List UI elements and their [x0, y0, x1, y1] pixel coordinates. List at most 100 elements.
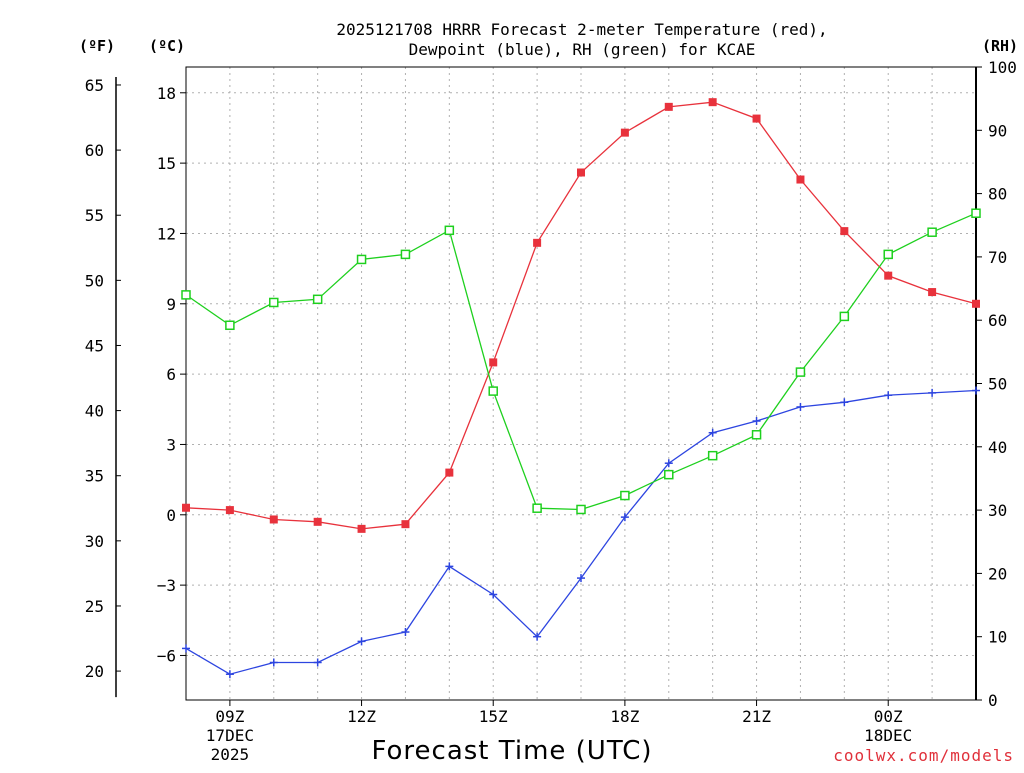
temperature-point: [620, 128, 629, 137]
dewpoint-point: [972, 386, 980, 395]
dewpoint-point: [357, 637, 366, 646]
temperature-point: [182, 503, 190, 512]
temperature-point: [884, 271, 893, 280]
fahrenheit-tick-label: 60: [85, 141, 104, 160]
x-tick-label: 21Z: [742, 707, 771, 726]
dewpoint-point: [489, 590, 498, 599]
celsius-tick-label: 12: [157, 224, 176, 243]
credit-label: coolwx.com/models: [833, 746, 1014, 765]
rh-point: [488, 386, 498, 396]
rh-point: [312, 294, 323, 305]
fahrenheit-unit-label: (ºF): [79, 37, 115, 55]
x-tick-label: 18Z: [610, 707, 639, 726]
celsius-tick-label: 3: [166, 435, 176, 454]
rh-tick-label: 50: [988, 375, 1007, 394]
rh-point: [751, 430, 762, 440]
rh-point: [795, 367, 806, 377]
fahrenheit-tick-label: 40: [85, 402, 104, 421]
rh-tick-label: 60: [988, 311, 1007, 330]
x-tick-label: 17DEC: [206, 726, 254, 745]
temperature-point: [752, 114, 761, 123]
celsius-tick-label: 18: [157, 84, 176, 103]
chart-title-line-1: 2025121708 HRRR Forecast 2-meter Tempera…: [336, 20, 827, 39]
rh-tick-label: 20: [988, 564, 1007, 583]
rh-tick-label: 70: [988, 248, 1007, 267]
series-layer: [181, 98, 981, 679]
rh-tick-label: 0: [988, 691, 998, 710]
temperature-point: [445, 468, 454, 477]
rh-point: [576, 504, 586, 515]
rh-point: [356, 254, 367, 265]
dewpoint-point: [884, 391, 893, 400]
temperature-point: [225, 506, 234, 515]
celsius-tick-label: 0: [166, 506, 176, 525]
dewpoint-point: [401, 628, 410, 637]
grid-layer: [186, 67, 976, 700]
dewpoint-point: [445, 562, 454, 571]
rh-point: [225, 320, 235, 331]
fahrenheit-tick-label: 50: [85, 271, 104, 290]
rh-point: [400, 249, 411, 260]
rh-unit-label: (RH): [982, 37, 1018, 55]
temperature-point: [401, 520, 410, 529]
temperature-point: [972, 299, 980, 308]
dewpoint-point: [182, 644, 190, 653]
rh-point: [927, 227, 937, 237]
fahrenheit-tick-label: 30: [85, 532, 104, 551]
dewpoint-point: [225, 670, 234, 679]
celsius-tick-label: −3: [157, 576, 176, 595]
rh-point: [181, 290, 191, 300]
fahrenheit-tick-label: 65: [85, 76, 104, 95]
temperature-point: [840, 227, 849, 236]
fahrenheit-tick-label: 25: [85, 597, 104, 616]
temperature-point: [313, 517, 322, 526]
fahrenheit-tick-label: 45: [85, 336, 104, 355]
fahrenheit-tick-label: 55: [85, 206, 104, 225]
axes-layer: 1815129630−3−665605550454035302520100908…: [85, 58, 1017, 764]
dewpoint-point: [533, 632, 542, 641]
dewpoint-point: [840, 398, 849, 407]
temperature-point: [489, 358, 498, 367]
x-tick-label: 09Z: [215, 707, 244, 726]
rh-tick-label: 40: [988, 438, 1007, 457]
temperature-point: [664, 102, 673, 111]
fahrenheit-tick-label: 35: [85, 467, 104, 486]
chart-title-line-2: Dewpoint (blue), RH (green) for KCAE: [409, 40, 756, 59]
rh-point: [971, 208, 981, 218]
x-tick-label: 00Z: [874, 707, 903, 726]
rh-point: [664, 469, 674, 480]
celsius-unit-label: (ºC): [149, 37, 185, 55]
rh-point: [620, 490, 630, 501]
rh-point: [532, 503, 542, 513]
rh-tick-label: 90: [988, 121, 1007, 140]
rh-point: [883, 249, 893, 260]
temperature-point: [533, 238, 542, 247]
rh-point: [707, 450, 718, 461]
rh-tick-label: 100: [988, 58, 1017, 77]
fahrenheit-tick-label: 20: [85, 662, 104, 681]
plot-frame: [185, 66, 977, 701]
dewpoint-point: [752, 417, 761, 426]
dewpoint-point: [664, 459, 673, 468]
dewpoint-point: [620, 513, 629, 522]
celsius-tick-label: −6: [157, 646, 176, 665]
x-axis-label: Forecast Time (UTC): [371, 736, 652, 766]
rh-tick-label: 80: [988, 185, 1007, 204]
celsius-tick-label: 6: [166, 365, 176, 384]
temperature-point: [708, 98, 717, 107]
dewpoint-point: [313, 658, 322, 667]
x-tick-label: 18DEC: [864, 726, 912, 745]
dewpoint-point: [269, 658, 278, 667]
labels-layer: 2025121708 HRRR Forecast 2-meter Tempera…: [79, 20, 1018, 766]
x-tick-label: 12Z: [347, 707, 376, 726]
temperature-point: [357, 524, 366, 533]
temperature-point: [269, 515, 278, 524]
temperature-point: [577, 168, 585, 177]
temperature-point: [796, 175, 805, 184]
celsius-tick-label: 9: [166, 295, 176, 314]
rh-point: [269, 297, 279, 308]
rh-point: [839, 311, 850, 322]
dewpoint-point: [928, 388, 937, 397]
